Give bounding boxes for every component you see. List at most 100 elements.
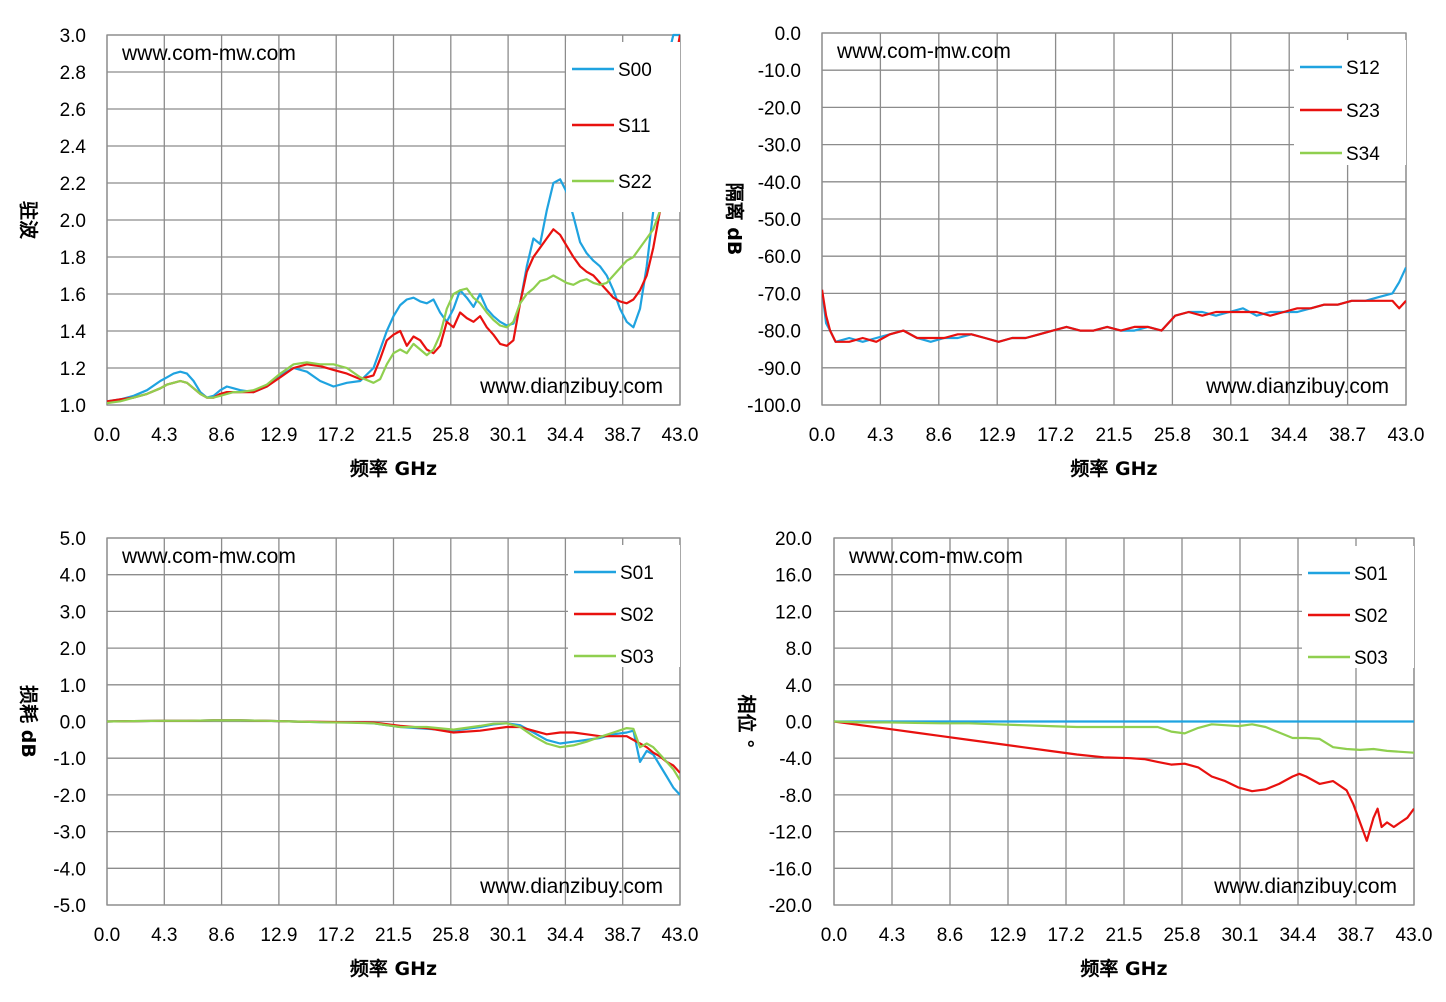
y-tick-label: -80.0 — [758, 322, 801, 343]
x-tick-label: 0.0 — [809, 425, 835, 446]
chart-vswr: 0.0 4.3 8.6 12.9 17.2 21.5 25.8 30.1 34.4 38.7 43.… — [17, 26, 698, 480]
x-tick-label: 34.4 — [1280, 925, 1317, 946]
x-tick-label: 17.2 — [318, 425, 355, 446]
x-tick-label: 43.0 — [662, 425, 699, 446]
y-tick-label: 0.0 — [775, 24, 801, 45]
x-tick-label: 8.6 — [926, 425, 952, 446]
x-tick-label: 17.2 — [318, 925, 355, 946]
chart-isolation: 0.0 4.3 8.6 12.9 17.2 21.5 25.8 30.1 34.4 38.7 43.… — [723, 24, 1424, 480]
legend-label-s23: S23 — [1346, 101, 1380, 122]
series-line-s23 — [822, 289, 1406, 343]
x-tick-label: 21.5 — [375, 425, 412, 446]
x-tick-label: 38.7 — [604, 925, 641, 946]
x-tick-label: 25.8 — [1164, 925, 1201, 946]
x-tick-label: 25.8 — [432, 425, 469, 446]
series-line-s22 — [107, 118, 680, 405]
watermark-top: www.com-mw.com — [121, 42, 296, 65]
plot-frame — [106, 34, 681, 406]
watermark-bottom: www.dianzibuy.com — [1213, 875, 1397, 898]
x-tick-label: 8.6 — [208, 425, 234, 446]
y-tick-label: 1.0 — [60, 676, 86, 697]
x-tick-label: 34.4 — [1271, 425, 1308, 446]
y-tick-label: -100.0 — [747, 396, 801, 417]
y-tick-label: 2.0 — [60, 211, 86, 232]
x-tick-label: 12.9 — [260, 925, 297, 946]
legend-label-s34: S34 — [1346, 144, 1380, 165]
y-tick-label: 16.0 — [775, 566, 812, 587]
y-tick-label: -90.0 — [758, 359, 801, 380]
x-tick-label: 34.4 — [547, 425, 584, 446]
y-tick-label: -5.0 — [53, 896, 86, 917]
x-tick-label: 30.1 — [1222, 925, 1259, 946]
y-tick-label: 4.0 — [60, 566, 86, 587]
y-tick-label: 4.0 — [786, 676, 812, 697]
y-tick-label: 0.0 — [786, 713, 812, 734]
x-tick-label: 38.7 — [604, 425, 641, 446]
x-tick-label: 25.8 — [1154, 425, 1191, 446]
y-tick-label: -50.0 — [758, 210, 801, 231]
series-line-s00 — [107, 33, 680, 403]
legend: S01 S02 S03 — [568, 545, 680, 668]
y-tick-label: 2.2 — [60, 174, 86, 195]
y-tick-label: -1.0 — [53, 749, 86, 770]
x-tick-label: 43.0 — [1396, 925, 1433, 946]
x-tick-label: 25.8 — [432, 925, 469, 946]
legend-label-s02: S02 — [1354, 606, 1388, 627]
x-tick-label: 21.5 — [1106, 925, 1143, 946]
y-tick-label: -10.0 — [758, 61, 801, 82]
legend-label-s01: S01 — [1354, 564, 1388, 585]
x-tick-label: 34.4 — [547, 925, 584, 946]
y-axis-title: 相位 ° — [735, 694, 758, 748]
watermark-bottom: www.dianzibuy.com — [479, 875, 663, 898]
legend-label-s11: S11 — [618, 116, 650, 137]
y-tick-label: 12.0 — [775, 602, 812, 623]
y-tick-label: -8.0 — [779, 786, 812, 807]
legend-box — [566, 42, 680, 212]
y-tick-label: 3.0 — [60, 26, 86, 47]
x-tick-label: 12.9 — [979, 425, 1016, 446]
x-tick-label: 21.5 — [375, 925, 412, 946]
x-tick-label: 30.1 — [1212, 425, 1249, 446]
y-tick-label: 8.0 — [786, 639, 812, 660]
legend-label-s01: S01 — [620, 563, 654, 584]
y-tick-label: 20.0 — [775, 529, 812, 550]
legend-label-s03: S03 — [620, 647, 654, 668]
y-tick-label: -70.0 — [758, 284, 801, 305]
y-tick-label: -40.0 — [758, 173, 801, 194]
x-tick-label: 4.3 — [867, 425, 893, 446]
series-line-s03 — [834, 720, 1414, 754]
x-tick-label: 12.9 — [260, 425, 297, 446]
x-axis-title: 频率 GHz — [350, 957, 437, 980]
x-tick-label: 43.0 — [662, 925, 699, 946]
legend: S12 S23 S34 — [1294, 40, 1406, 165]
y-tick-label: -12.0 — [769, 823, 812, 844]
x-tick-label: 4.3 — [151, 425, 177, 446]
x-tick-label: 4.3 — [151, 925, 177, 946]
x-axis-title: 频率 GHz — [1080, 957, 1167, 980]
y-tick-label: 5.0 — [60, 529, 86, 550]
legend-box — [568, 545, 680, 667]
x-tick-label: 38.7 — [1338, 925, 1375, 946]
x-axis-title: 频率 GHz — [350, 457, 437, 480]
watermark-top: www.com-mw.com — [121, 545, 296, 568]
y-tick-label: -2.0 — [53, 786, 86, 807]
y-tick-label: -4.0 — [53, 859, 86, 880]
y-tick-label: -16.0 — [769, 859, 812, 880]
x-tick-label: 17.2 — [1037, 425, 1074, 446]
x-tick-label: 38.7 — [1329, 425, 1366, 446]
y-tick-label: 2.4 — [60, 137, 87, 158]
x-tick-label: 17.2 — [1048, 925, 1085, 946]
watermark-top: www.com-mw.com — [848, 545, 1023, 568]
y-tick-label: 1.4 — [60, 322, 87, 343]
legend-box — [1302, 546, 1414, 668]
legend: S01 S02 S03 — [1302, 546, 1414, 669]
x-tick-label: 21.5 — [1096, 425, 1133, 446]
y-tick-label: 2.6 — [60, 100, 86, 121]
y-tick-label: 1.6 — [60, 285, 86, 306]
legend-label-s12: S12 — [1346, 58, 1380, 79]
y-tick-label: 2.0 — [60, 639, 86, 660]
y-tick-label: -60.0 — [758, 247, 801, 268]
x-tick-label: 30.1 — [490, 925, 527, 946]
series-line-s03 — [107, 719, 680, 781]
